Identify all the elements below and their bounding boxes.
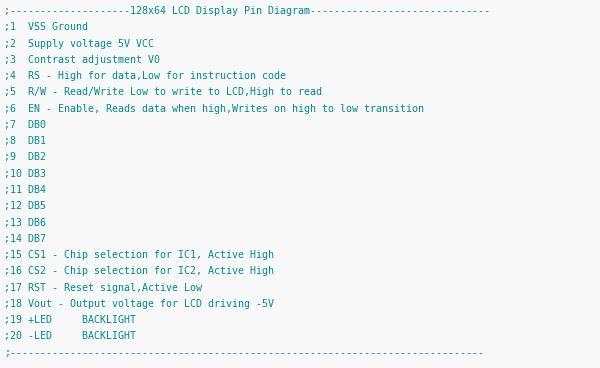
Text: ;-------------------------------------------------------------------------------: ;---------------------------------------… [4,348,484,358]
Text: ;2  Supply voltage 5V VCC: ;2 Supply voltage 5V VCC [4,39,154,49]
Text: ;8  DB1: ;8 DB1 [4,136,46,146]
Text: ;3  Contrast adjustment V0: ;3 Contrast adjustment V0 [4,55,160,65]
Text: ;6  EN - Enable, Reads data when high,Writes on high to low transition: ;6 EN - Enable, Reads data when high,Wri… [4,104,424,114]
Text: ;1  VSS Ground: ;1 VSS Ground [4,22,88,32]
Text: ;4  RS - High for data,Low for instruction code: ;4 RS - High for data,Low for instructio… [4,71,286,81]
Text: ;17 RST - Reset signal,Active Low: ;17 RST - Reset signal,Active Low [4,283,202,293]
Text: ;11 DB4: ;11 DB4 [4,185,46,195]
Text: ;7  DB0: ;7 DB0 [4,120,46,130]
Text: ;20 -LED     BACKLIGHT: ;20 -LED BACKLIGHT [4,332,136,342]
Text: ;5  R/W - Read/Write Low to write to LCD,High to read: ;5 R/W - Read/Write Low to write to LCD,… [4,87,322,98]
Text: ;14 DB7: ;14 DB7 [4,234,46,244]
Text: ;--------------------128x64 LCD Display Pin Diagram-----------------------------: ;--------------------128x64 LCD Display … [4,6,490,16]
Text: ;10 DB3: ;10 DB3 [4,169,46,179]
Text: ;12 DB5: ;12 DB5 [4,201,46,211]
Text: ;18 Vout - Output voltage for LCD driving -5V: ;18 Vout - Output voltage for LCD drivin… [4,299,274,309]
Text: ;15 CS1 - Chip selection for IC1, Active High: ;15 CS1 - Chip selection for IC1, Active… [4,250,274,260]
Text: ;16 CS2 - Chip selection for IC2, Active High: ;16 CS2 - Chip selection for IC2, Active… [4,266,274,276]
Text: ;13 DB6: ;13 DB6 [4,217,46,227]
Text: ;19 +LED     BACKLIGHT: ;19 +LED BACKLIGHT [4,315,136,325]
Text: ;9  DB2: ;9 DB2 [4,152,46,162]
